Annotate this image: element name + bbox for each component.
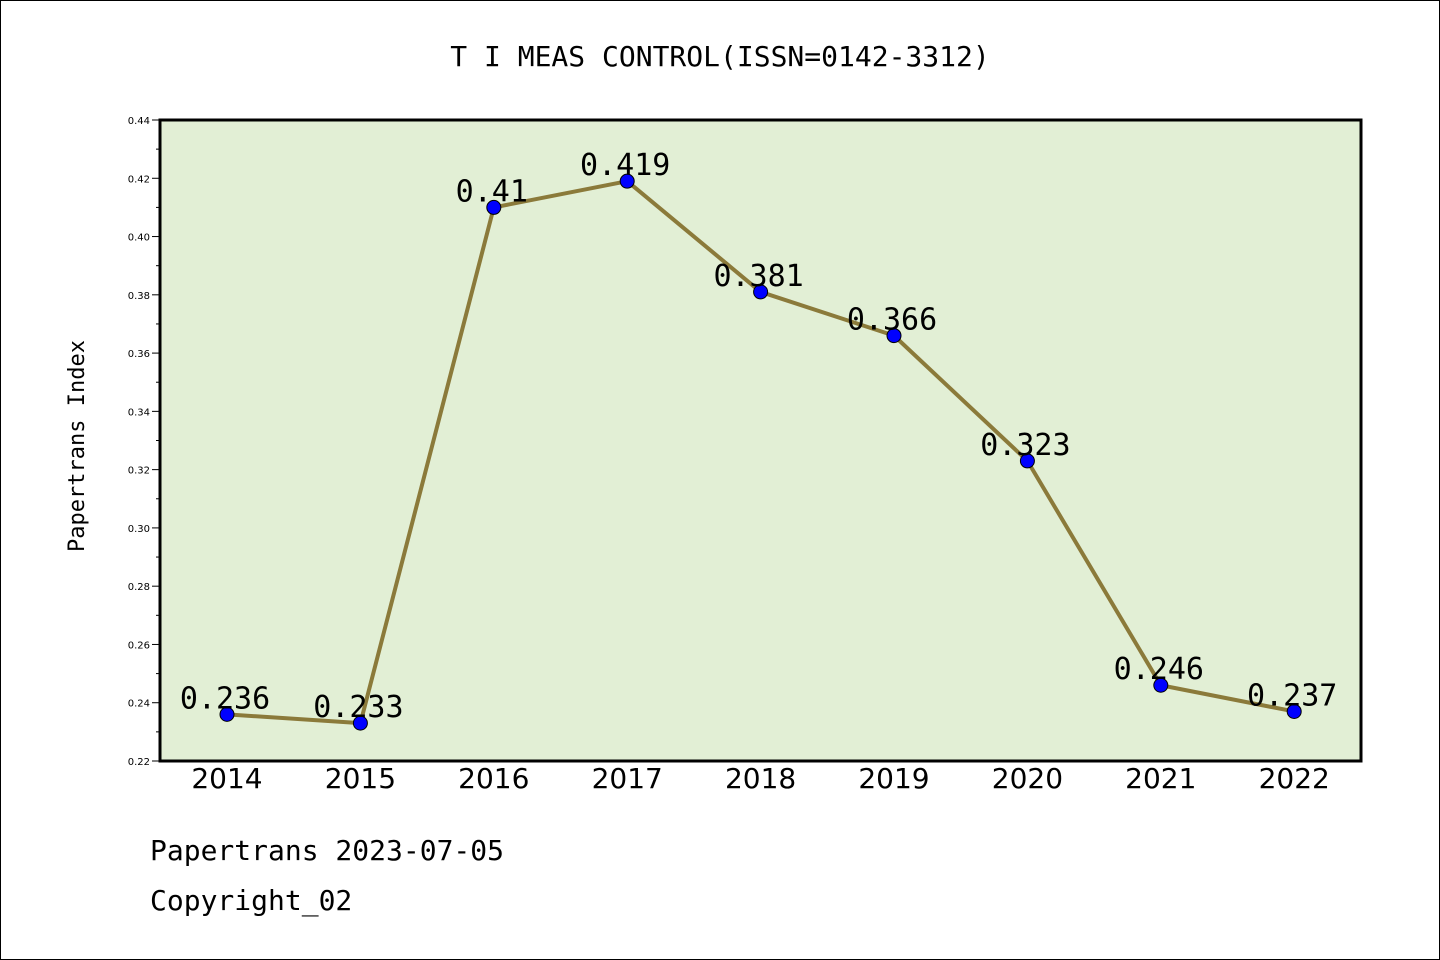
data-point: [219, 706, 235, 722]
x-tick-label: 2022: [1259, 762, 1330, 795]
series: [219, 173, 1302, 731]
x-axis: 2014 2015 2016 2017 2018 2019 2020 2021 2022: [191, 762, 1329, 795]
data-point: [1019, 453, 1035, 469]
data-label: 0.246: [1114, 652, 1204, 687]
data-point: [619, 173, 635, 189]
x-tick-label: 2021: [1125, 762, 1196, 795]
footer-date: Papertrans 2023-07-05: [150, 834, 505, 867]
y-tick-label: 0.36: [128, 349, 150, 360]
y-tick-label: 0.32: [128, 466, 150, 477]
y-tick-label: 0.22: [128, 757, 150, 768]
data-point: [486, 199, 502, 215]
data-point: [1286, 703, 1302, 719]
x-tick-label: 2015: [325, 762, 396, 795]
x-tick-label: 2019: [858, 762, 929, 795]
data-label: 0.323: [980, 428, 1070, 463]
data-point: [886, 328, 902, 344]
x-tick-label: 2018: [725, 762, 796, 795]
y-tick-label: 0.38: [128, 291, 150, 302]
x-tick-label: 2017: [592, 762, 663, 795]
y-tick-label: 0.34: [128, 407, 150, 418]
plot-area: [158, 118, 1363, 763]
x-tick-label: 2014: [191, 762, 262, 795]
data-label: 0.419: [580, 148, 670, 183]
y-tick-label: 0.42: [128, 174, 150, 185]
data-point: [352, 715, 368, 731]
y-tick-label: 0.26: [128, 640, 150, 651]
x-tick-label: 2020: [992, 762, 1063, 795]
y-tick-label: 0.40: [128, 233, 150, 244]
data-label: 0.233: [313, 690, 403, 725]
footer-copyright: Copyright_02: [150, 884, 353, 917]
data-label: 0.366: [847, 303, 937, 338]
data-labels: 0.236 0.233 0.41 0.419 0.381 0.366 0.323 0.246 0…: [180, 148, 1338, 725]
data-label: 0.41: [456, 174, 528, 209]
y-tick-label: 0.30: [128, 524, 150, 535]
data-label: 0.237: [1247, 678, 1337, 713]
data-label: 0.236: [180, 681, 270, 716]
chart-title: T I MEAS CONTROL(ISSN=0142-3312): [450, 40, 989, 73]
data-label: 0.381: [713, 259, 803, 294]
y-axis-label: Papertrans Index: [65, 340, 90, 552]
data-point: [1153, 677, 1169, 693]
y-tick-label: 0.28: [128, 582, 150, 593]
data-point: [753, 284, 769, 300]
y-tick-label: 0.44: [128, 116, 150, 127]
x-tick-label: 2016: [458, 762, 529, 795]
y-axis: 0.22 0.24 0.26 0.28 0.30 0.32 0.34 0.36 0.38 0.40…: [128, 116, 160, 768]
y-tick-label: 0.24: [128, 699, 150, 710]
